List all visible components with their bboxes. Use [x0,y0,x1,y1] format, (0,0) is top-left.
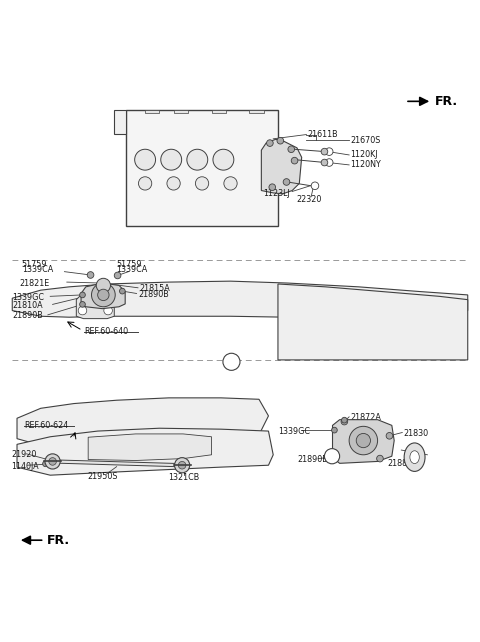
Circle shape [167,177,180,190]
Circle shape [80,302,85,308]
Text: 1339GC: 1339GC [278,426,310,435]
Circle shape [114,272,121,279]
Polygon shape [278,284,468,360]
Circle shape [291,157,298,164]
Bar [114,110,126,134]
Circle shape [175,458,190,473]
Text: 21611B: 21611B [308,130,338,139]
Text: 21821E: 21821E [19,279,49,288]
Text: 51759: 51759 [22,260,47,269]
Circle shape [332,428,337,433]
Circle shape [138,177,152,190]
Circle shape [80,292,85,298]
Circle shape [341,418,348,425]
Circle shape [386,433,393,439]
Text: 21950S: 21950S [87,472,118,481]
Text: REF.60-624: REF.60-624 [24,421,68,430]
Bar [174,110,188,113]
Text: A: A [329,452,335,461]
Circle shape [179,462,186,469]
Circle shape [325,148,333,155]
Circle shape [161,149,181,170]
Circle shape [342,417,347,423]
Circle shape [45,454,60,469]
Circle shape [87,272,94,278]
Text: 21890B: 21890B [138,290,169,299]
Polygon shape [17,428,273,475]
Circle shape [187,149,208,170]
Text: FR.: FR. [47,534,70,547]
Circle shape [288,146,295,153]
Text: 1120NY: 1120NY [350,160,381,169]
Polygon shape [261,139,301,194]
Polygon shape [76,290,114,318]
Text: 51759: 51759 [117,260,142,269]
Circle shape [195,177,209,190]
Circle shape [311,182,319,189]
Circle shape [283,178,290,186]
Text: 21830: 21830 [404,429,429,438]
Text: 21890B: 21890B [297,455,328,464]
Text: 1339CA: 1339CA [22,265,53,273]
Bar [126,110,278,226]
Circle shape [120,288,125,294]
Circle shape [321,148,328,155]
Text: 1140JA: 1140JA [12,462,39,471]
Polygon shape [17,398,268,446]
Circle shape [49,458,56,465]
Text: A: A [228,358,235,367]
Text: 21890B: 21890B [12,311,43,320]
Circle shape [269,184,276,191]
Circle shape [349,426,378,455]
Polygon shape [88,434,212,460]
Text: REF.60-640: REF.60-640 [84,327,129,336]
Polygon shape [12,281,468,317]
Text: 22320: 22320 [296,195,321,204]
Bar [212,110,226,113]
Circle shape [356,433,371,447]
Circle shape [321,159,328,166]
Circle shape [43,461,48,467]
Text: 21880E: 21880E [387,459,417,468]
Circle shape [224,177,237,190]
Text: 21872A: 21872A [350,413,381,422]
Text: 21810A: 21810A [12,301,43,310]
Polygon shape [333,420,394,464]
Bar [250,110,264,113]
Circle shape [213,149,234,170]
Text: 1124AA: 1124AA [358,447,389,456]
Circle shape [277,137,284,144]
Circle shape [96,278,110,293]
Circle shape [223,353,240,370]
Text: 21920: 21920 [12,450,36,459]
Circle shape [266,140,273,146]
Ellipse shape [404,443,425,471]
Circle shape [324,449,340,464]
Polygon shape [81,283,125,309]
Text: 1321CB: 1321CB [168,473,199,482]
Circle shape [104,306,112,315]
Circle shape [97,289,109,300]
Text: 1339CA: 1339CA [117,265,148,273]
Text: 1120KJ: 1120KJ [350,150,378,159]
Bar [145,110,159,113]
Ellipse shape [410,451,420,464]
Circle shape [78,306,87,315]
Circle shape [135,149,156,170]
Text: 21670S: 21670S [350,135,381,144]
Text: 21815A: 21815A [139,284,170,293]
Circle shape [92,283,115,307]
Circle shape [377,455,384,462]
Text: 1123LJ: 1123LJ [263,189,289,198]
Circle shape [325,159,333,166]
Text: 1339GC: 1339GC [12,293,44,302]
Text: FR.: FR. [434,95,457,108]
